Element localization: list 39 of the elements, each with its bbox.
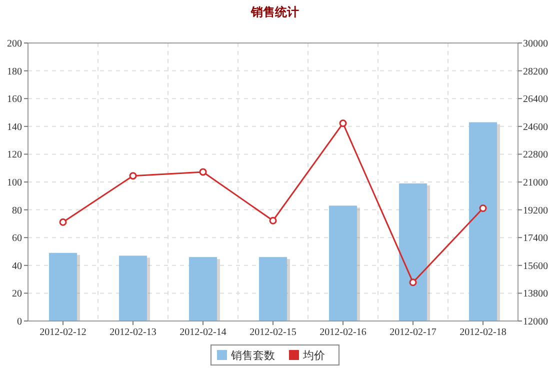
point (339, 120, 347, 128)
x-tick-label: 2012-02-13 (110, 327, 156, 338)
point (269, 216, 277, 224)
y2-tick-label: 26400 (523, 94, 548, 106)
point (199, 168, 207, 176)
y2-tick-label: 30000 (523, 38, 548, 50)
y-tick-label: 60 (12, 233, 22, 244)
x-tick-label: 2012-02-18 (460, 327, 506, 338)
point (479, 204, 487, 212)
y-tick-label: 40 (12, 260, 22, 272)
y2-tick-label: 12000 (523, 316, 548, 328)
point (409, 278, 417, 286)
y2-tick-label: 13800 (523, 288, 548, 300)
y2-tick-label: 28200 (523, 66, 548, 78)
legend-label: 销售套数 (230, 349, 275, 362)
legend-label: 均价 (302, 349, 325, 362)
y-tick-label: 180 (7, 66, 22, 78)
x-tick-label: 2012-02-16 (320, 327, 366, 338)
x-tick-label: 2012-02-14 (180, 327, 226, 338)
y-tick-label: 20 (12, 288, 22, 300)
chart-title: 销售统计 (250, 5, 299, 19)
y2-tick-label: 22800 (523, 150, 548, 161)
x-tick-label: 2012-02-17 (390, 327, 436, 338)
x-tick-label: 2012-02-12 (40, 327, 86, 338)
y2-tick-label: 19200 (523, 205, 548, 216)
y-tick-label: 200 (7, 38, 22, 50)
point (59, 218, 67, 226)
y2-tick-label: 15600 (523, 260, 548, 272)
y2-tick-label: 17400 (523, 233, 548, 244)
y-tick-label: 120 (7, 150, 22, 161)
point (129, 172, 137, 180)
y-tick-label: 100 (7, 178, 22, 188)
y2-tick-label: 24600 (523, 122, 548, 133)
y-tick-label: 0 (17, 316, 22, 328)
y-tick-label: 140 (7, 122, 22, 133)
y-tick-label: 160 (7, 94, 22, 106)
y-tick-label: 80 (12, 205, 22, 216)
x-tick-label: 2012-02-15 (250, 327, 296, 338)
y2-tick-label: 21000 (523, 178, 548, 188)
